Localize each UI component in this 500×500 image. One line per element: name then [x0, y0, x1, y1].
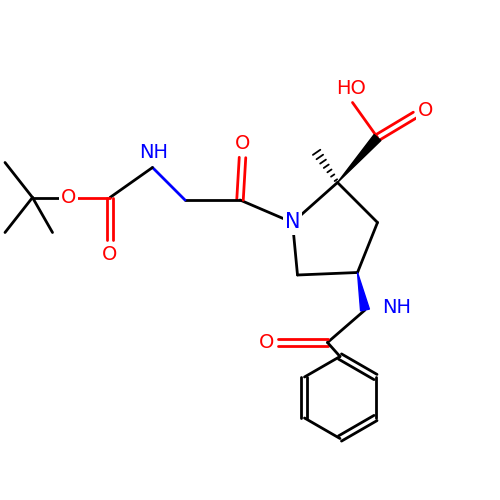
Text: HO: HO	[336, 79, 366, 98]
Polygon shape	[338, 134, 381, 182]
Text: O: O	[61, 188, 76, 207]
Polygon shape	[358, 272, 370, 311]
Text: O: O	[102, 244, 118, 264]
Text: O: O	[418, 102, 434, 120]
Text: O: O	[235, 134, 250, 153]
Text: NH: NH	[139, 143, 168, 162]
Text: N: N	[285, 212, 300, 233]
Text: NH: NH	[382, 298, 412, 317]
Text: O: O	[259, 333, 274, 352]
